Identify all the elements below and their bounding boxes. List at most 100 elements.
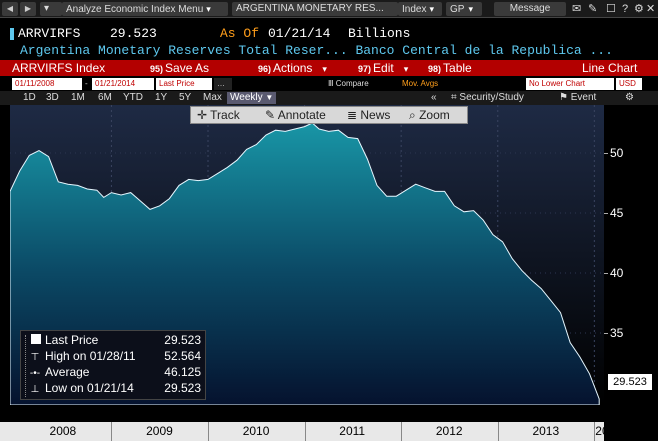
x-year-separator [594, 422, 596, 441]
function-toolbar: ARRVIRFS Index 95) Save As 96) Actions ▾ 97… [0, 60, 658, 76]
period-3d[interactable]: 3D [46, 92, 59, 103]
period-5y[interactable]: 5Y [179, 92, 192, 103]
as-of-date: 01/21/14 [268, 26, 331, 41]
legend-bracket [25, 335, 26, 397]
magnifier-icon: ⌕ [409, 108, 420, 122]
legend-average: -•- Average 46.125 [25, 365, 203, 380]
x-tick-label: 20 [595, 424, 609, 438]
unit-label: Billions [348, 26, 411, 41]
x-tick-label: 2010 [242, 424, 270, 438]
currency-select[interactable]: USD [616, 78, 642, 90]
actions-chevron-icon: ▾ [322, 64, 327, 74]
x-tick-label: 2011 [339, 424, 366, 438]
pencil-icon: ✎ [265, 108, 278, 122]
security-description: Argentina Monetary Reserves Total Reser.… [0, 43, 658, 59]
close-icon[interactable]: ✕ [646, 3, 656, 15]
analyze-menu-button[interactable]: Analyze Economic Index Menu ▾ [62, 2, 228, 16]
period-6m[interactable]: 6M [98, 92, 112, 103]
edit-chevron-icon: ▾ [403, 64, 409, 74]
chart-inputs-row: 01/11/2008 - 01/21/2014 Last Price … Ⅲ C… [0, 76, 658, 91]
zoom-button[interactable]: ⌕ Zoom [409, 108, 450, 122]
x-year-separator [497, 422, 499, 441]
legend-high: ⊤ High on 01/28/11 52.564 [25, 349, 203, 364]
messages-icon[interactable]: ✉ [572, 3, 582, 15]
event-button[interactable]: ⚑ Event [559, 92, 597, 103]
lower-chart-select[interactable]: No Lower Chart [526, 78, 614, 90]
forward-arrow-icon[interactable]: ▶ [20, 2, 36, 16]
field-select[interactable]: Last Price [156, 78, 212, 90]
annotate-button[interactable]: ✎ Annotate [265, 108, 326, 122]
security-study-icon: ⌗ [451, 92, 460, 103]
high-marker-icon: ⊤ [30, 352, 40, 363]
chart-type-label[interactable]: Line Chart [582, 61, 638, 75]
menu-chevron-icon: ▾ [206, 4, 211, 14]
alert-icon[interactable]: ☐ [606, 3, 616, 15]
low-marker-icon: ⊥ [30, 384, 40, 395]
function-button[interactable]: GP ▾ [446, 2, 482, 16]
description-text: Argentina Monetary Reserves Total Reser.… [20, 43, 613, 58]
last-price-swatch [31, 334, 41, 344]
chart-legend: Last Price 29.523 ⊤ High on 01/28/11 52.5… [20, 330, 206, 400]
bookmark-icon[interactable]: ✎ [588, 3, 598, 15]
period-1m[interactable]: 1M [71, 92, 85, 103]
x-year-separator [208, 422, 209, 441]
average-marker-icon: -•- [29, 368, 41, 379]
help-icon[interactable]: ? [622, 3, 629, 15]
date-range-dash: - [85, 79, 88, 88]
y-tick-mark [604, 333, 608, 334]
period-ytd[interactable]: YTD [123, 92, 143, 103]
y-tick-mark [604, 153, 608, 154]
x-axis: 2008 2009 2010 2011 2012 2013 20 [0, 422, 609, 441]
asset-class-button[interactable]: Index ▾ [398, 2, 442, 16]
asset-chevron-icon: ▾ [429, 4, 434, 14]
ticker: ARRVIRFS [18, 26, 81, 41]
period-selector-row: 1D 3D 1M 6M YTD 1Y 5Y Max Weekly ▼ « ⌗ Security… [0, 91, 658, 105]
crosshair-icon: ✛ [197, 108, 211, 122]
chart-toolbar: ✛ Track ✎ Annotate ≣ News ⌕ Zoom [190, 106, 468, 124]
last-value-label: 29.523 [608, 374, 652, 390]
header-marker [10, 28, 14, 40]
end-date-field[interactable]: 01/21/2014 [92, 78, 154, 90]
save-as-button[interactable]: 95) Save As [150, 61, 210, 75]
period-1d[interactable]: 1D [23, 92, 36, 103]
compare-icon: Ⅲ [328, 79, 336, 88]
x-year-separator [304, 422, 306, 441]
frequency-select[interactable]: Weekly ▼ [227, 92, 277, 104]
actions-button[interactable]: 96) Actions ▾ [258, 61, 327, 75]
security-study-button[interactable]: ⌗ Security/Study [451, 92, 524, 103]
x-year-separator [401, 422, 403, 441]
y-tick-mark [604, 213, 608, 214]
edit-button[interactable]: 97) Edit ▾ [358, 61, 409, 75]
compare-button[interactable]: Ⅲ Compare [328, 79, 369, 88]
x-tick-label: 2013 [532, 424, 560, 438]
event-icon: ⚑ [559, 92, 571, 103]
as-of-label: As Of [220, 26, 260, 41]
table-button[interactable]: 98) Table [428, 61, 472, 75]
track-button[interactable]: ✛ Track [197, 108, 240, 122]
menu-dropdown-icon[interactable]: ▾ [40, 2, 62, 16]
top-nav-bar: ◀ ▶ ▾ Analyze Economic Index Menu ▾ ARGEN… [0, 0, 658, 18]
collapse-icon[interactable]: « [431, 92, 437, 103]
chart-settings-icon[interactable]: ⚙ [625, 92, 634, 103]
field-more-icon[interactable]: … [214, 78, 232, 90]
period-max[interactable]: Max [203, 92, 222, 103]
security-button[interactable]: ARGENTINA MONETARY RES... [232, 2, 398, 16]
x-year-separator [111, 422, 113, 441]
period-1y[interactable]: 1Y [155, 92, 168, 103]
back-arrow-icon[interactable]: ◀ [2, 2, 18, 16]
legend-low: ⊥ Low on 01/21/14 29.523 [25, 381, 203, 396]
x-tick-label: 2009 [146, 424, 173, 438]
x-tick-label: 2012 [435, 424, 463, 438]
settings-icon[interactable]: ⚙ [634, 3, 644, 15]
y-tick-mark [604, 273, 608, 274]
moving-averages-button[interactable]: Mov. Avgs [402, 79, 439, 88]
y-tick-label: 45 [610, 206, 624, 220]
start-date-field[interactable]: 01/11/2008 [12, 78, 82, 90]
index-name: ARRVIRFS Index [12, 61, 106, 75]
y-tick-label: 40 [610, 266, 624, 280]
news-button[interactable]: ≣ News [347, 108, 391, 122]
message-button[interactable]: Message [494, 2, 566, 16]
legend-last-price: Last Price 29.523 [25, 333, 203, 348]
x-tick-label: 2008 [49, 424, 77, 438]
security-header: ARRVIRFS 29.523 As Of 01/21/14 Billions [0, 26, 658, 42]
